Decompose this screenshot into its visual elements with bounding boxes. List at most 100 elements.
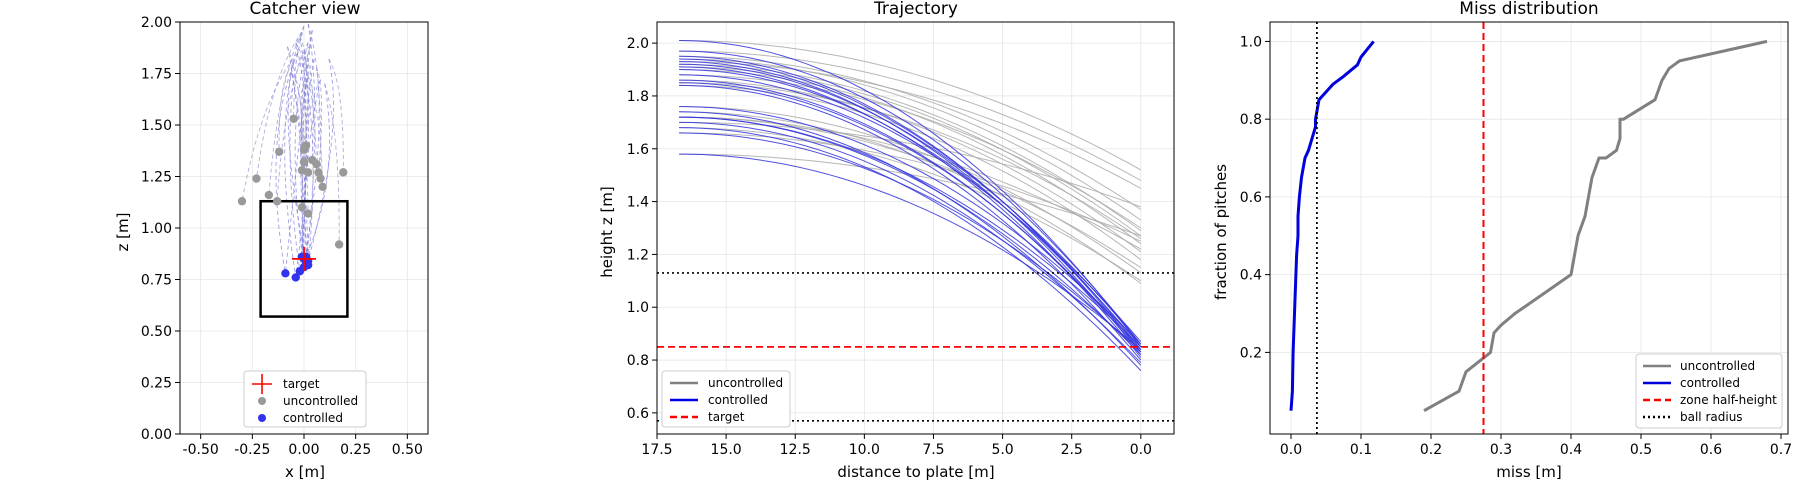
uncontrolled-point <box>252 174 261 183</box>
controlled-trajectory <box>679 69 1142 348</box>
uncontrolled-point <box>275 147 284 156</box>
uncontrolled-trajectory <box>679 50 1142 181</box>
trajectory-ytick-label: 1.8 <box>627 89 649 105</box>
miss-distribution-xtick-label: 0.5 <box>1630 442 1652 458</box>
trajectory-ytick-label: 0.8 <box>627 353 649 369</box>
catcher-view-ytick-label: 1.50 <box>141 118 172 134</box>
controlled-trajectory <box>679 111 1142 366</box>
legend-controlled-label: controlled <box>708 393 768 407</box>
catcher-view-xtick-label: 0.25 <box>340 442 371 458</box>
catcher-view-ytick-label: 0.50 <box>141 324 172 340</box>
miss-distribution-xtick-label: 0.1 <box>1350 442 1372 458</box>
trajectory-xtick-label: 12.5 <box>780 442 811 458</box>
miss-distribution-ytick-label: 0.2 <box>1240 345 1262 361</box>
trajectory-xlabel: distance to plate [m] <box>837 463 994 481</box>
legend-ball-radius-label: ball radius <box>1680 410 1743 424</box>
uncontrolled-trajectory <box>679 79 1142 253</box>
trajectory-xtick-label: 7.5 <box>922 442 944 458</box>
uncontrolled-trajectory <box>679 63 1142 232</box>
trajectory-legend: uncontrolled controlled target <box>661 370 791 428</box>
miss-distribution-legend: uncontrolled controlled zone half-height ba… <box>1635 353 1783 429</box>
uncontrolled-trajectory <box>679 61 1142 189</box>
uncontrolled-trajectory <box>679 82 1142 240</box>
trajectory-axes-frame <box>656 21 1175 435</box>
controlled-track <box>307 58 334 262</box>
trajectory-ytick-label: 1.6 <box>627 142 649 158</box>
controlled-trajectory <box>679 40 1142 348</box>
trajectory-xtick-label: 5.0 <box>991 442 1013 458</box>
trajectory-panel: Trajectory distance to plate [m] height … <box>598 0 1175 481</box>
controlled-trajectory <box>679 61 1142 356</box>
legend-uncontrolled-label: uncontrolled <box>1680 359 1755 373</box>
controlled-point <box>291 273 300 282</box>
controlled-trajectory <box>679 127 1142 371</box>
miss-distribution-xtick-label: 0.7 <box>1770 442 1792 458</box>
uncontrolled-point <box>334 240 344 249</box>
controlled-track <box>284 30 313 274</box>
controlled-track <box>305 83 330 258</box>
controlled-track <box>301 63 314 266</box>
controlled-track <box>303 79 321 259</box>
legend-target-label: target <box>708 410 745 424</box>
uncontrolled-track <box>328 58 344 173</box>
uncontrolled-track <box>293 46 311 119</box>
controlled-trajectory <box>679 82 1142 350</box>
controlled-miss-curve <box>1289 40 1375 411</box>
miss-distribution-ytick-label: 0.6 <box>1240 190 1262 206</box>
catcher-view-ylabel: z [m] <box>114 213 132 252</box>
trajectory-curves <box>679 40 1142 371</box>
miss-distribution-ytick-label: 1.0 <box>1240 34 1262 50</box>
uncontrolled-point <box>272 197 282 206</box>
catcher-view-panel: Catcher view x [m] z [m] -0.50 -0.25 0.00 0… <box>114 0 429 481</box>
catcher-view-ytick-label: 1.00 <box>141 221 172 237</box>
uncontrolled-point <box>303 168 313 177</box>
controlled-trajectory <box>679 106 1142 345</box>
catcher-view-ytick-label: 1.25 <box>141 170 172 186</box>
uncontrolled-track <box>268 25 305 196</box>
miss-distribution-xlabel: miss [m] <box>1496 463 1562 481</box>
trajectory-xtick-label: 15.0 <box>711 442 742 458</box>
catcher-view-xtick-label: 0.50 <box>392 442 423 458</box>
legend-target-label: target <box>283 377 320 391</box>
legend-box <box>1635 353 1783 429</box>
trajectory-title: Trajectory <box>873 0 958 19</box>
catcher-view-legend: target uncontrolled controlled <box>243 370 367 428</box>
uncontrolled-track <box>256 32 303 179</box>
catcher-view-xtick-label: 0.00 <box>288 442 319 458</box>
trajectory-ytick-label: 1.4 <box>627 195 649 211</box>
miss-distribution-xtick-label: 0.2 <box>1420 442 1442 458</box>
uncontrolled-point <box>303 209 313 218</box>
controlled-trajectory <box>679 74 1142 342</box>
legend-uncontrolled-label: uncontrolled <box>708 376 783 390</box>
controlled-track <box>295 50 310 278</box>
miss-distribution-ytick-label: 0.4 <box>1240 268 1262 284</box>
catcher-view-ytick-label: 0.25 <box>141 376 172 392</box>
miss-distribution-xtick-label: 0.6 <box>1700 442 1722 458</box>
uncontrolled-track <box>324 83 340 245</box>
strike-zone-box <box>259 199 349 318</box>
trajectory-xtick-label: 10.0 <box>849 442 880 458</box>
catcher-view-axes-frame <box>179 21 429 435</box>
catcher-view-ytick-label: 2.00 <box>141 15 172 31</box>
controlled-trajectory <box>679 63 1142 345</box>
miss-distribution-ytick-label: 0.8 <box>1240 112 1262 128</box>
miss-distribution-panel: Miss distribution miss [m] fraction of p… <box>1212 0 1792 481</box>
controlled-trajectory <box>679 79 1142 353</box>
miss-distribution-xtick-label: 0.0 <box>1280 442 1302 458</box>
uncontrolled-point <box>339 168 348 177</box>
uncontrolled-track <box>315 67 323 173</box>
controlled-point <box>281 269 290 278</box>
uncontrolled-point <box>264 190 274 200</box>
uncontrolled-trajectory <box>679 55 1142 210</box>
legend-controlled-label: controlled <box>283 411 343 425</box>
trajectory-xtick-label: 17.5 <box>641 442 672 458</box>
miss-distribution-xtick-label: 0.4 <box>1560 442 1582 458</box>
controlled-trajectory <box>679 132 1142 353</box>
controlled-trajectory <box>679 116 1142 356</box>
uncontrolled-point <box>289 114 298 124</box>
miss-distribution-ylabel: fraction of pitches <box>1212 164 1230 300</box>
uncontrolled-trajectory <box>679 121 1141 208</box>
uncontrolled-trajectory <box>679 116 1142 269</box>
catcher-view-xlabel: x [m] <box>285 463 325 481</box>
